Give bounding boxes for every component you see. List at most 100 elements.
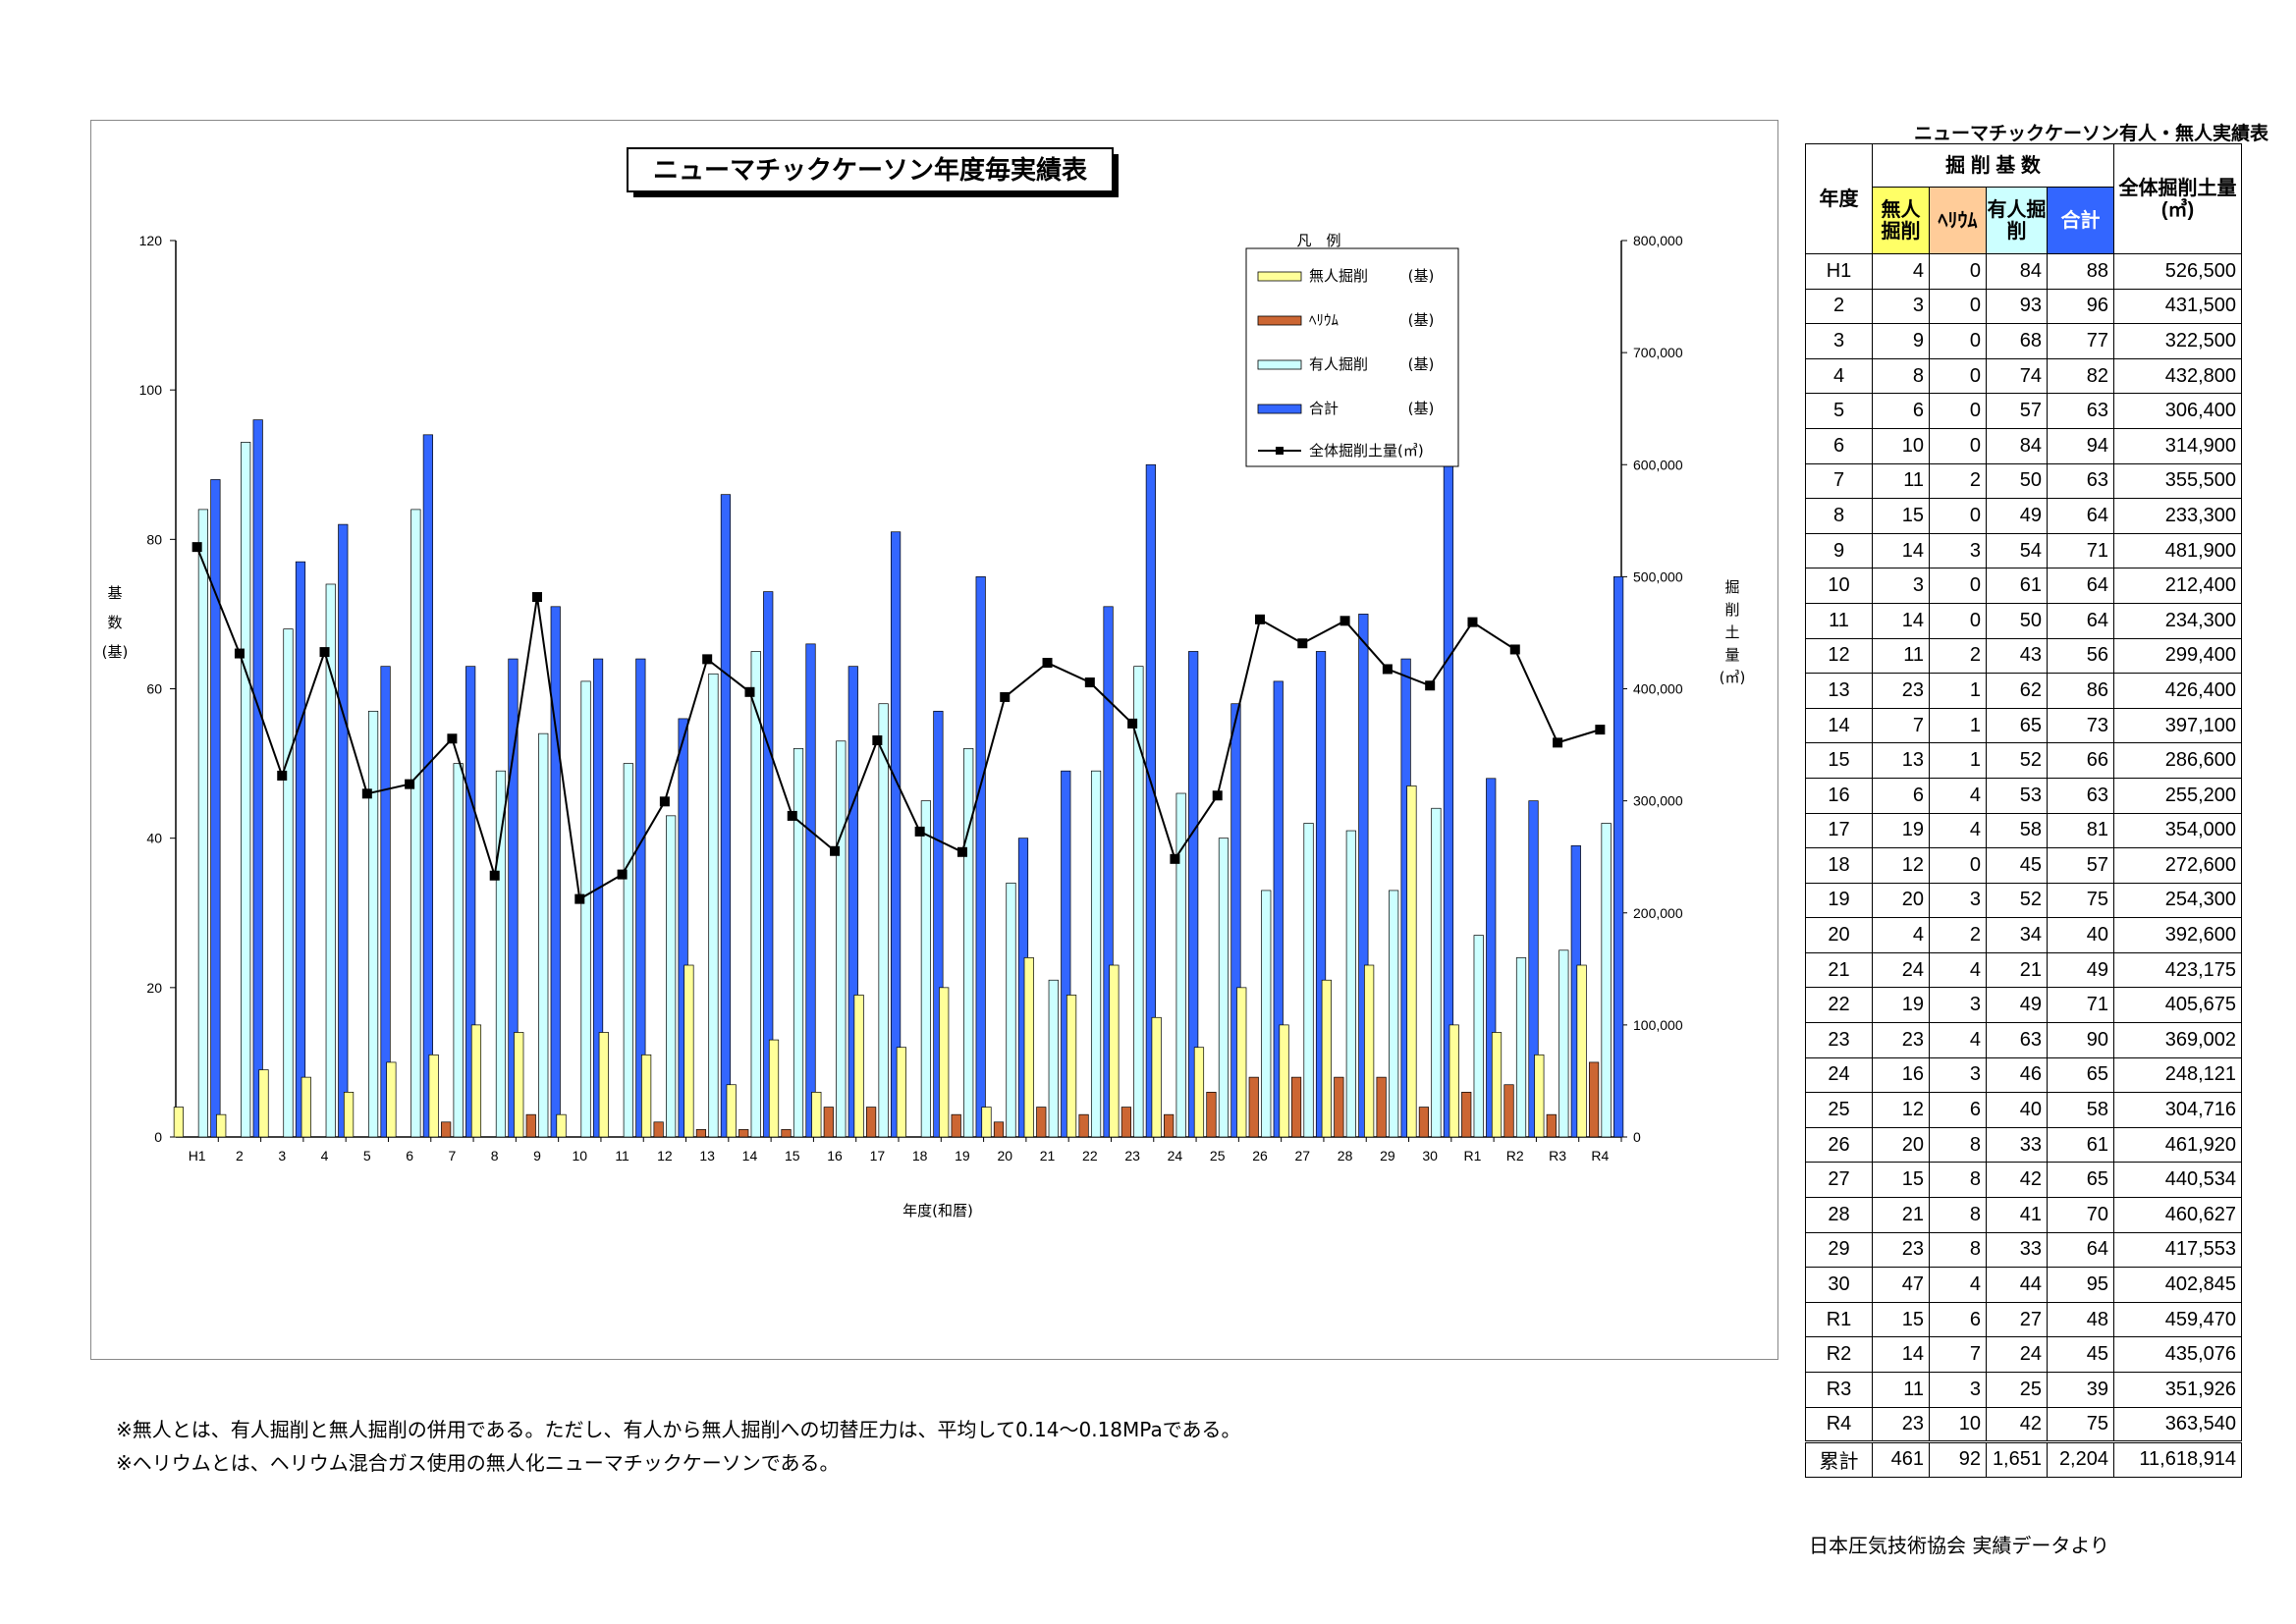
table-row: 19 20 3 52 75 254,300 xyxy=(1805,882,2242,919)
cell-total: 63 xyxy=(2047,462,2114,500)
cell-helium: 8 xyxy=(1929,1162,1987,1199)
bar-manned xyxy=(963,748,974,1138)
bar-total xyxy=(1528,800,1539,1138)
bar-manned xyxy=(708,673,719,1138)
table-row: 29 23 8 33 64 417,553 xyxy=(1805,1231,2242,1269)
cell-year: 6 xyxy=(1805,427,1873,464)
bar-total xyxy=(1273,680,1284,1138)
chart-frame: 0 20 40 60 80 100 120 0 100,000 200,000 300,000 400… xyxy=(90,120,1778,1360)
cell-total: 65 xyxy=(2047,1162,2114,1199)
cell-helium: 10 xyxy=(1929,1406,1987,1443)
line-marker xyxy=(1297,638,1308,649)
bar-helium xyxy=(695,1129,707,1138)
bar-manned xyxy=(495,770,507,1138)
bar-helium xyxy=(441,1121,452,1138)
bar-total xyxy=(252,419,263,1138)
cell-volume: 363,540 xyxy=(2113,1406,2242,1443)
cell-total: 65 xyxy=(2047,1056,2114,1094)
x-tick-label: R2 xyxy=(1506,1148,1524,1164)
bar-helium xyxy=(1206,1091,1217,1138)
cell-helium: 2 xyxy=(1929,637,1987,675)
x-tick-label: R3 xyxy=(1549,1148,1566,1164)
cell-manned: 54 xyxy=(1986,532,2048,569)
cell-manned: 57 xyxy=(1986,393,2048,429)
cell-manned: 49 xyxy=(1986,987,2048,1024)
bar-unmanned xyxy=(470,1024,482,1138)
cell-helium: 2 xyxy=(1929,462,1987,500)
bar-total xyxy=(1358,614,1369,1138)
cell-total: 64 xyxy=(2047,498,2114,534)
table-row: 12 11 2 43 56 299,400 xyxy=(1805,637,2242,675)
cell-unmanned: 19 xyxy=(1872,987,1930,1024)
cell-manned: 93 xyxy=(1986,288,2048,325)
cell-year: 18 xyxy=(1805,847,1873,884)
bar-manned xyxy=(1345,830,1356,1138)
cell-year: 16 xyxy=(1805,777,1873,814)
cell-manned: 33 xyxy=(1986,1126,2048,1164)
cell-year: 26 xyxy=(1805,1126,1873,1164)
bar-manned xyxy=(666,815,677,1138)
cell-helium: 3 xyxy=(1929,1056,1987,1094)
bar-total xyxy=(1145,463,1156,1138)
table-row: 6 10 0 84 94 314,900 xyxy=(1805,427,2242,464)
bar-helium xyxy=(1503,1084,1514,1138)
cell-year: 19 xyxy=(1805,882,1873,919)
bar-helium xyxy=(1589,1061,1600,1138)
cell-unmanned: 13 xyxy=(1872,742,1930,779)
bar-total xyxy=(1486,778,1497,1138)
line-marker xyxy=(1212,790,1223,801)
table-row: 3 9 0 68 77 322,500 xyxy=(1805,323,2242,359)
bar-total xyxy=(338,523,349,1138)
total-total: 2,204 xyxy=(2047,1440,2114,1478)
y2-tick-label: 200,000 xyxy=(1633,905,1683,921)
bar-helium xyxy=(1248,1076,1259,1138)
table-row: 2 3 0 93 96 431,500 xyxy=(1805,288,2242,325)
line-marker xyxy=(234,648,245,659)
x-tick-label: 6 xyxy=(406,1148,413,1164)
y-tick-label: 80 xyxy=(146,531,162,547)
bar-unmanned xyxy=(514,1032,524,1138)
line-marker xyxy=(1553,737,1563,748)
bar-unmanned xyxy=(896,1047,906,1138)
cell-helium: 3 xyxy=(1929,987,1987,1024)
y-tick-label: 40 xyxy=(146,831,162,846)
line-marker xyxy=(1467,617,1478,627)
total-row: 累計 461 92 1,651 2,204 11,618,914 xyxy=(1805,1440,2242,1478)
cell-total: 75 xyxy=(2047,1406,2114,1443)
line-marker xyxy=(1000,691,1011,702)
cell-manned: 34 xyxy=(1986,917,2048,953)
bar-total xyxy=(720,494,732,1138)
cell-unmanned: 23 xyxy=(1872,1406,1930,1443)
bar-total xyxy=(933,710,944,1138)
cell-helium: 3 xyxy=(1929,1372,1987,1408)
cell-helium: 0 xyxy=(1929,253,1987,290)
cell-volume: 351,926 xyxy=(2113,1372,2242,1408)
table-row: 26 20 8 33 61 461,920 xyxy=(1805,1126,2242,1164)
bar-unmanned xyxy=(173,1107,184,1138)
x-tick-label: 2 xyxy=(236,1148,244,1164)
bar-unmanned xyxy=(1236,987,1247,1138)
cell-total: 71 xyxy=(2047,987,2114,1024)
table-row: 5 6 0 57 63 306,400 xyxy=(1805,393,2242,429)
table-row: 8 15 0 49 64 233,300 xyxy=(1805,498,2242,534)
cell-unmanned: 11 xyxy=(1872,637,1930,675)
chart-svg: 0 20 40 60 80 100 120 0 100,000 200,000 300,000 400… xyxy=(102,147,1745,1219)
bar-manned xyxy=(1175,792,1186,1138)
table-row: 28 21 8 41 70 460,627 xyxy=(1805,1197,2242,1233)
cell-manned: 25 xyxy=(1986,1372,2048,1408)
cell-manned: 27 xyxy=(1986,1301,2048,1338)
cell-volume: 405,675 xyxy=(2113,987,2242,1024)
cell-total: 81 xyxy=(2047,812,2114,849)
cell-year: 30 xyxy=(1805,1267,1873,1303)
y2-tick-label: 600,000 xyxy=(1633,457,1683,472)
cell-year: 11 xyxy=(1805,602,1873,639)
cell-year: 3 xyxy=(1805,323,1873,359)
cell-year: 25 xyxy=(1805,1092,1873,1128)
bar-manned xyxy=(1261,890,1272,1138)
cell-total: 58 xyxy=(2047,1092,2114,1128)
bar-total xyxy=(678,718,688,1138)
x-tick-label: 21 xyxy=(1040,1148,1056,1164)
x-tick-label: 22 xyxy=(1082,1148,1098,1164)
cell-year: 8 xyxy=(1805,498,1873,534)
bar-unmanned xyxy=(1109,964,1120,1138)
